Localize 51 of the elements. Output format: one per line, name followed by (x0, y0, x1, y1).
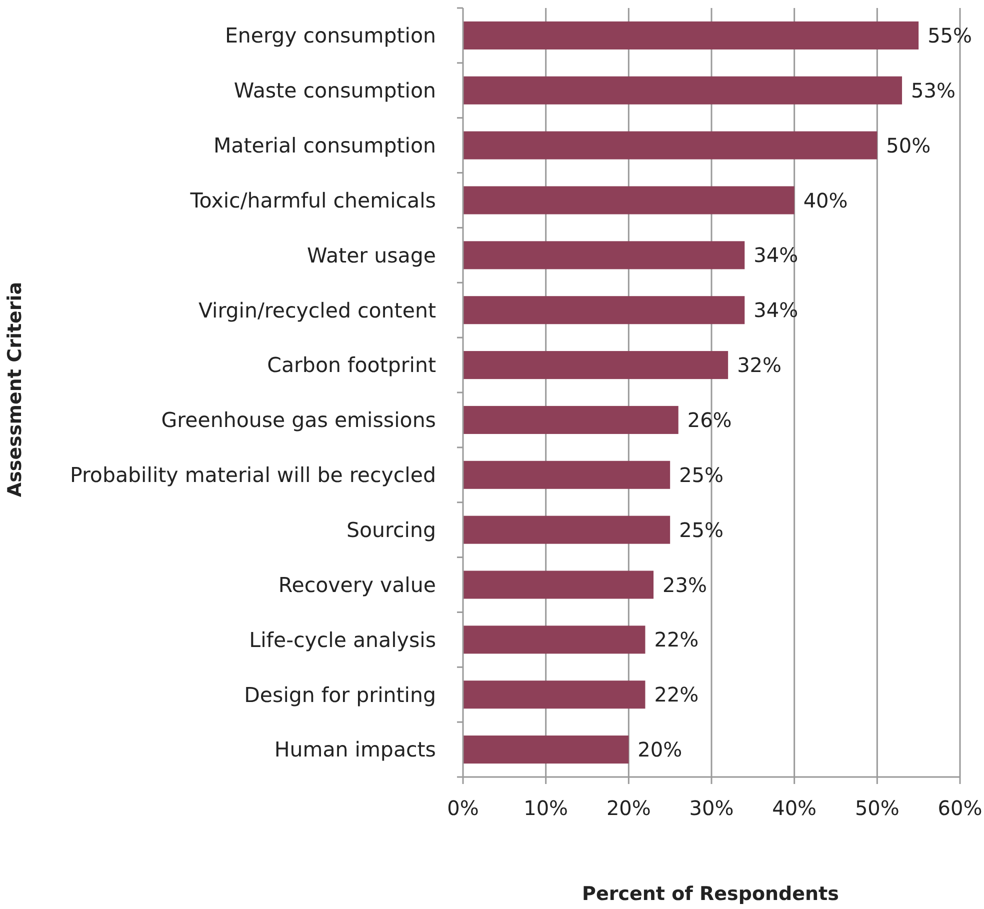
data-label: 34% (754, 298, 798, 322)
x-tick-label: 20% (606, 796, 651, 820)
bar (463, 186, 794, 214)
data-label: 26% (687, 408, 732, 432)
data-label: 40% (803, 188, 848, 212)
y-tick-label: Recovery value (278, 572, 436, 597)
data-label: 20% (638, 738, 682, 762)
x-tick-label: 40% (772, 796, 817, 820)
data-label: 53% (911, 78, 956, 102)
bar (463, 351, 728, 380)
bar (463, 516, 670, 544)
x-tick-label: 0% (447, 796, 479, 820)
y-tick-label: Greenhouse gas emissions (161, 408, 436, 432)
bar (463, 680, 646, 709)
bar (463, 241, 745, 270)
y-tick-label: Virgin/recycled content (198, 298, 436, 322)
data-label: 25% (679, 462, 724, 487)
bar (463, 406, 678, 434)
data-label: 22% (654, 628, 699, 652)
data-label: 25% (679, 518, 724, 542)
bar (463, 460, 670, 489)
y-tick-label: Probability material will be recycled (70, 463, 436, 488)
y-tick-label: Design for printing (244, 682, 436, 707)
y-tick-label: Human impacts (274, 738, 436, 762)
bar (463, 21, 919, 50)
bar (463, 76, 902, 104)
data-label: 50% (886, 133, 931, 158)
data-label: 55% (928, 23, 972, 48)
bar (463, 131, 878, 160)
y-tick-label: Carbon footprint (267, 353, 436, 378)
y-tick-label: Energy consumption (224, 24, 436, 48)
data-label: 34% (754, 243, 798, 268)
x-tick-label: 60% (938, 796, 982, 820)
y-tick-label: Waste consumption (234, 78, 436, 103)
y-tick-label: Life-cycle analysis (249, 628, 436, 652)
x-axis-title: Percent of Respondents (582, 883, 839, 905)
bar (463, 736, 629, 764)
data-label: 23% (662, 572, 707, 597)
bar (463, 626, 646, 654)
bar (463, 570, 654, 599)
x-tick-label: 10% (524, 796, 568, 820)
x-tick-label: 50% (854, 796, 900, 820)
data-label: 22% (654, 682, 699, 707)
bar (463, 296, 745, 324)
x-tick-label: 30% (689, 796, 734, 820)
y-tick-label: Sourcing (346, 518, 436, 542)
y-axis-title: Assessment Criteria (4, 282, 26, 498)
y-tick-label: Toxic/harmful chemicals (189, 188, 436, 212)
data-label: 32% (737, 353, 782, 378)
y-tick-label: Water usage (307, 243, 436, 268)
y-tick-label: Material consumption (213, 133, 436, 158)
